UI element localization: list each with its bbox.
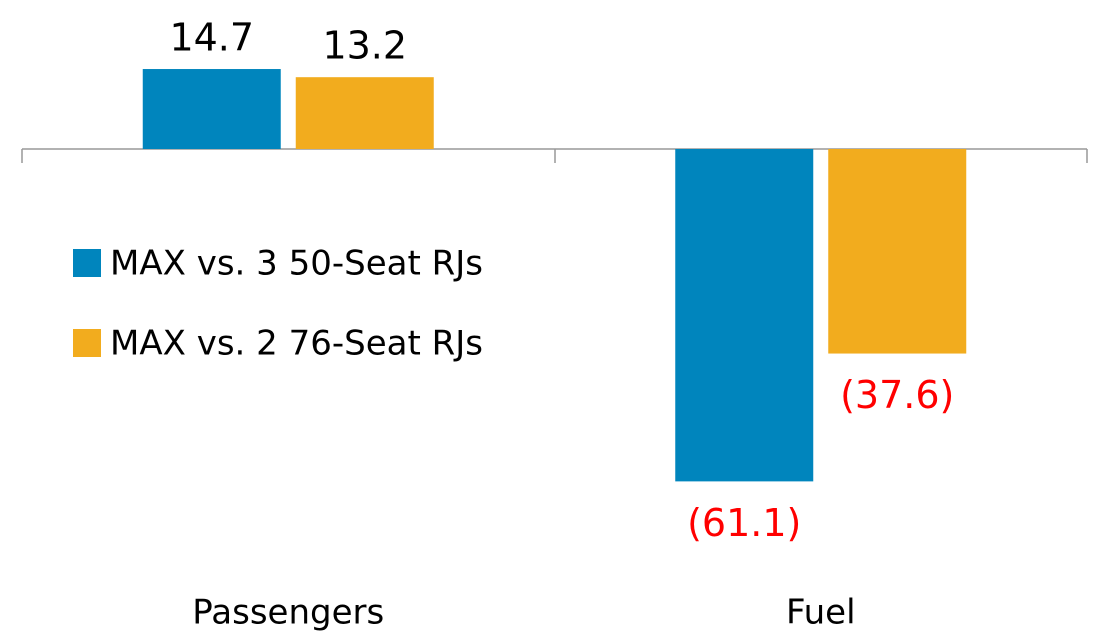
data-label: 13.2	[322, 24, 407, 68]
legend-swatch	[73, 329, 101, 357]
data-label: 14.7	[169, 16, 254, 60]
legend-swatch	[73, 249, 101, 277]
data-label: (37.6)	[840, 373, 954, 417]
legend-label: MAX vs. 3 50-Seat RJs	[110, 244, 483, 284]
bar	[142, 69, 281, 149]
bar	[295, 77, 434, 149]
bar	[828, 149, 967, 354]
x-tick-label: Fuel	[786, 593, 856, 633]
data-label: (61.1)	[687, 501, 801, 545]
x-tick-label: Passengers	[192, 593, 384, 633]
bar	[675, 149, 814, 482]
legend-label: MAX vs. 2 76-Seat RJs	[110, 324, 483, 364]
